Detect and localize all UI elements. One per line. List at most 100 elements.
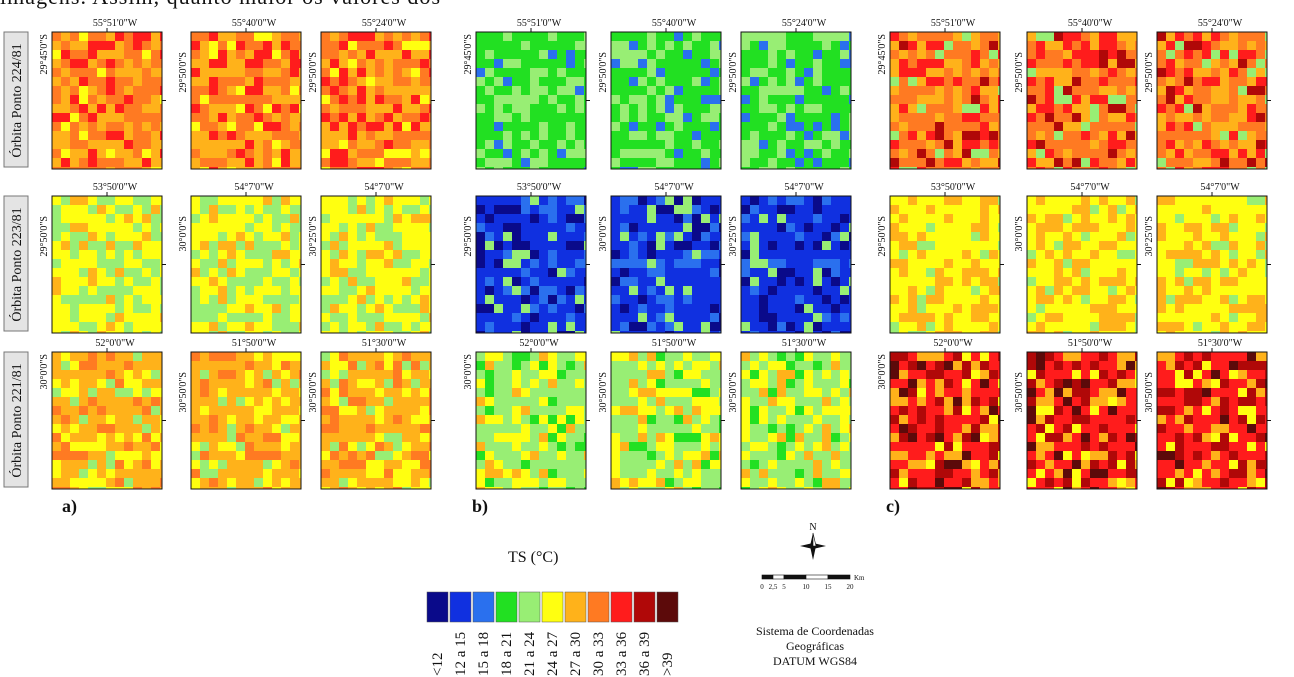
map-cell bbox=[429, 379, 431, 388]
map-cell bbox=[191, 295, 200, 304]
map-cell bbox=[629, 77, 638, 86]
map-cell bbox=[200, 397, 209, 406]
map-cell bbox=[638, 223, 647, 232]
map-cell bbox=[750, 140, 759, 149]
map-cell bbox=[142, 68, 151, 77]
map-cell bbox=[665, 406, 674, 415]
map-cell bbox=[160, 41, 162, 50]
map-cell bbox=[786, 232, 795, 241]
map-cell bbox=[281, 68, 290, 77]
map-cell bbox=[70, 214, 79, 223]
map-cell bbox=[611, 113, 620, 122]
map-cell bbox=[97, 158, 106, 167]
map-cell bbox=[944, 131, 953, 140]
map-cell bbox=[1045, 232, 1054, 241]
map-cell bbox=[339, 406, 348, 415]
map-cell bbox=[759, 379, 768, 388]
map-cell bbox=[777, 331, 786, 333]
map-cell bbox=[429, 214, 431, 223]
map-cell bbox=[840, 415, 849, 424]
map-cell bbox=[393, 379, 402, 388]
map-cell bbox=[494, 277, 503, 286]
map-cell bbox=[70, 196, 79, 205]
map-cell bbox=[97, 415, 106, 424]
map-cell bbox=[200, 415, 209, 424]
map-cell bbox=[1090, 113, 1099, 122]
map-cell bbox=[831, 86, 840, 95]
map-cell bbox=[548, 388, 557, 397]
map-cell bbox=[638, 370, 647, 379]
map-cell bbox=[917, 113, 926, 122]
map-cell bbox=[236, 131, 245, 140]
map-cell bbox=[741, 286, 750, 295]
map-cell bbox=[962, 86, 971, 95]
map-cell bbox=[227, 196, 236, 205]
map-cell bbox=[575, 469, 584, 478]
map-cell bbox=[227, 259, 236, 268]
map-cell bbox=[485, 451, 494, 460]
map-cell bbox=[263, 95, 272, 104]
map-cell bbox=[980, 32, 989, 41]
map-cell bbox=[52, 59, 61, 68]
map-cell bbox=[822, 59, 831, 68]
map-cell bbox=[777, 140, 786, 149]
map-cell bbox=[115, 478, 124, 487]
map-cell bbox=[849, 140, 851, 149]
map-cell bbox=[79, 442, 88, 451]
map-cell bbox=[299, 415, 301, 424]
map-cell bbox=[768, 451, 777, 460]
map-cell bbox=[741, 77, 750, 86]
map-cell bbox=[840, 241, 849, 250]
map-cell bbox=[420, 86, 429, 95]
map-cell bbox=[200, 478, 209, 487]
map-cell bbox=[115, 322, 124, 331]
map-cell bbox=[611, 223, 620, 232]
map-cell bbox=[366, 313, 375, 322]
map-cell bbox=[1157, 140, 1166, 149]
map-cell bbox=[485, 232, 494, 241]
map-cell bbox=[692, 32, 701, 41]
map-cell bbox=[1072, 86, 1081, 95]
map-cell bbox=[254, 77, 263, 86]
map-cell bbox=[1090, 313, 1099, 322]
map-cell bbox=[133, 214, 142, 223]
map-cell bbox=[366, 442, 375, 451]
map-cell bbox=[944, 113, 953, 122]
latitude-label: 29°50'0"S bbox=[877, 216, 888, 256]
map-cell bbox=[321, 77, 330, 86]
map-cell bbox=[272, 379, 281, 388]
map-cell bbox=[1072, 322, 1081, 331]
map-cell bbox=[980, 41, 989, 50]
map-cell bbox=[384, 68, 393, 77]
map-cell bbox=[1202, 205, 1211, 214]
map-cell bbox=[339, 487, 348, 489]
map-cell bbox=[575, 277, 584, 286]
map-cell bbox=[575, 68, 584, 77]
map-cell bbox=[1027, 68, 1036, 77]
map-cell bbox=[384, 277, 393, 286]
map-cell bbox=[420, 122, 429, 131]
map-cell bbox=[348, 379, 357, 388]
map-cell bbox=[290, 433, 299, 442]
map-cell bbox=[692, 59, 701, 68]
map-cell bbox=[840, 223, 849, 232]
map-cell bbox=[1157, 122, 1166, 131]
map-cell bbox=[786, 478, 795, 487]
map-cell bbox=[503, 205, 512, 214]
map-cell bbox=[79, 214, 88, 223]
map-cell bbox=[476, 295, 485, 304]
map-cell bbox=[1256, 113, 1265, 122]
map-cell bbox=[494, 469, 503, 478]
map-cell bbox=[998, 95, 1000, 104]
map-cell bbox=[160, 50, 162, 59]
map-cell bbox=[890, 205, 899, 214]
map-cell bbox=[236, 286, 245, 295]
map-cell bbox=[521, 397, 530, 406]
map-cell bbox=[339, 131, 348, 140]
map-cell bbox=[245, 286, 254, 295]
map-cell bbox=[1036, 158, 1045, 167]
map-cell bbox=[647, 68, 656, 77]
map-cell bbox=[52, 95, 61, 104]
map-cell bbox=[191, 140, 200, 149]
map-cell bbox=[420, 397, 429, 406]
